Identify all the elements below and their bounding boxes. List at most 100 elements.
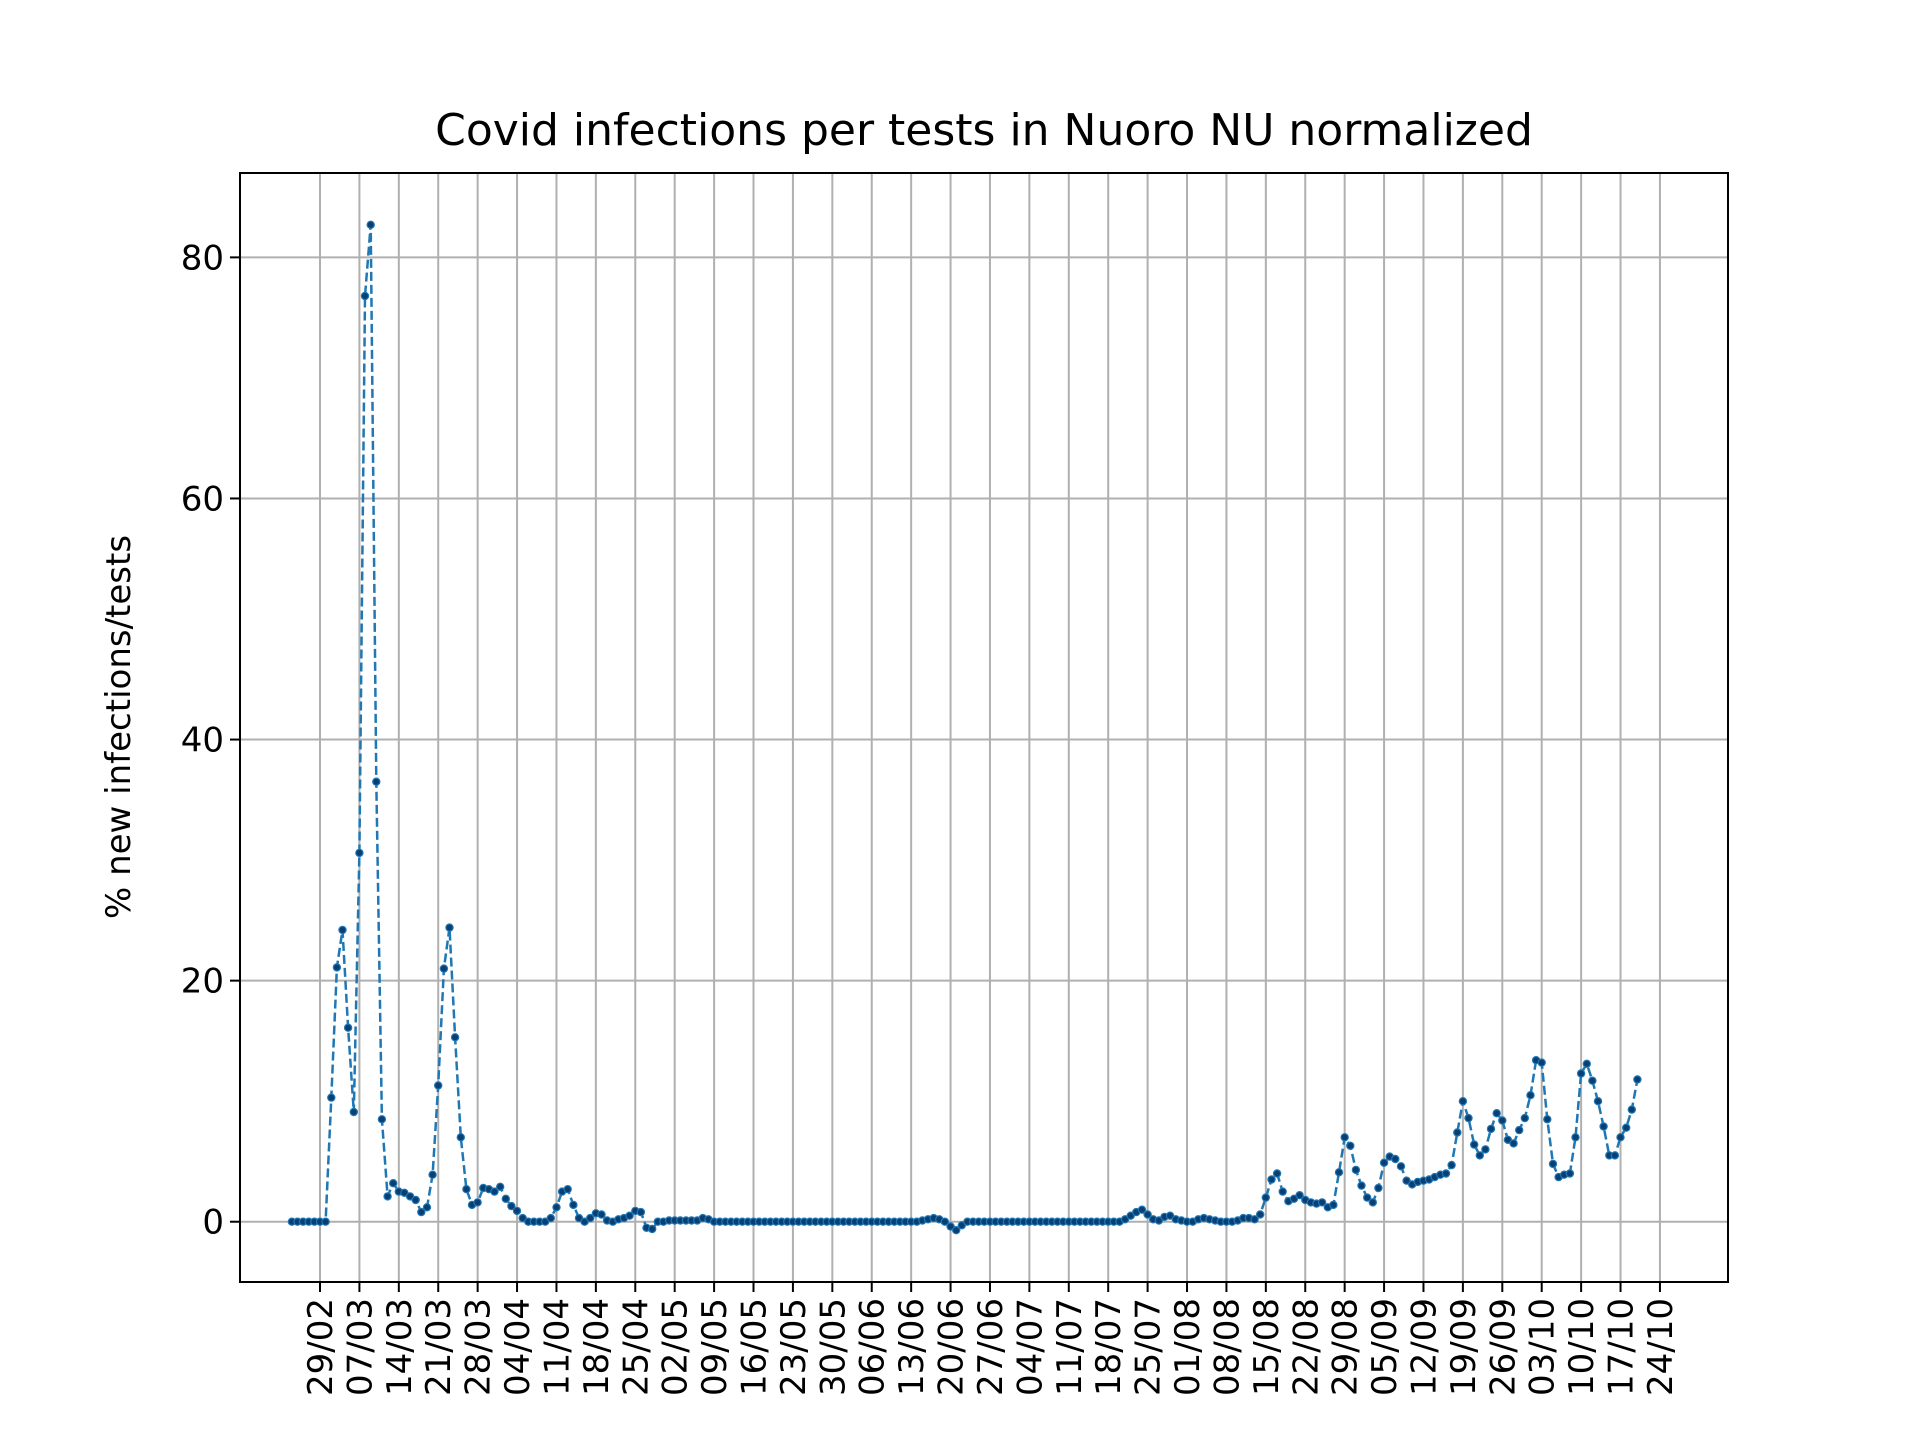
data-point	[1340, 1133, 1349, 1142]
data-point	[636, 1207, 646, 1217]
data-point	[512, 1206, 522, 1216]
x-tick-label: 20/06	[932, 1298, 972, 1396]
data-point	[1565, 1169, 1575, 1178]
data-point	[1526, 1090, 1535, 1100]
series-layer	[287, 220, 1642, 1235]
data-point	[507, 1201, 516, 1211]
data-point	[1514, 1125, 1524, 1135]
data-point	[428, 1170, 437, 1179]
data-point	[586, 1213, 595, 1223]
x-tick-label: 07/03	[340, 1298, 380, 1396]
x-tick-label: 27/06	[971, 1298, 1011, 1396]
y-tick-label: 20	[181, 962, 224, 1002]
data-point	[490, 1187, 499, 1196]
data-point	[1576, 1069, 1586, 1078]
data-point	[1329, 1200, 1338, 1210]
data-point	[1537, 1058, 1546, 1067]
x-tick-label: 06/06	[853, 1298, 893, 1396]
data-point	[546, 1213, 556, 1223]
data-point	[1346, 1141, 1355, 1151]
data-point	[1588, 1076, 1597, 1085]
data-point	[1143, 1210, 1152, 1219]
data-point	[552, 1203, 561, 1212]
x-tick-label: 17/10	[1602, 1298, 1642, 1396]
data-point	[1351, 1165, 1361, 1175]
data-point	[343, 1023, 353, 1032]
x-tick-label: 14/03	[380, 1298, 420, 1396]
data-point	[327, 1093, 336, 1102]
x-tick-label: 29/08	[1326, 1298, 1366, 1396]
data-point	[1498, 1116, 1507, 1125]
data-point	[1441, 1169, 1451, 1178]
data-point	[360, 291, 370, 301]
data-point	[445, 923, 454, 932]
data-point	[1362, 1193, 1372, 1202]
data-point	[1396, 1162, 1406, 1171]
data-point	[1599, 1122, 1608, 1131]
data-point	[1548, 1159, 1558, 1169]
x-tick-label: 28/03	[459, 1298, 499, 1396]
x-tick-label: 18/04	[577, 1298, 617, 1396]
data-point	[389, 1178, 398, 1188]
y-tick-label: 80	[181, 238, 224, 278]
y-tick-label: 40	[181, 721, 224, 761]
data-point	[355, 848, 364, 858]
data-point	[411, 1195, 420, 1205]
data-point	[1610, 1151, 1620, 1160]
data-point	[1391, 1154, 1400, 1164]
data-point	[1137, 1205, 1147, 1214]
data-point	[377, 1115, 387, 1124]
plot-frame	[239, 172, 1729, 1283]
chart-title: Covid infections per tests in Nuoro NU n…	[435, 105, 1533, 156]
data-point	[1379, 1158, 1389, 1167]
data-point	[422, 1203, 432, 1212]
data-point	[1543, 1115, 1552, 1124]
data-point	[563, 1184, 572, 1194]
data-point	[1486, 1124, 1496, 1134]
data-point	[1582, 1059, 1592, 1069]
data-point	[648, 1224, 657, 1234]
data-point	[946, 1222, 955, 1231]
y-axis-label: % new infections/tests	[99, 535, 139, 919]
data-point	[1295, 1190, 1304, 1200]
data-point	[450, 1033, 460, 1042]
data-point	[1250, 1215, 1259, 1224]
x-tick-label: 24/10	[1641, 1298, 1681, 1396]
data-point	[1278, 1187, 1287, 1196]
data-point	[372, 777, 381, 786]
data-point	[1357, 1181, 1366, 1190]
data-point	[417, 1207, 426, 1217]
x-tick-label: 25/07	[1129, 1298, 1169, 1396]
x-tick-label: 11/07	[1050, 1298, 1090, 1396]
data-point	[1593, 1096, 1603, 1106]
data-point	[1368, 1198, 1378, 1207]
data-point	[496, 1182, 505, 1192]
x-tick-label: 19/09	[1444, 1298, 1484, 1396]
x-tick-label: 05/09	[1365, 1298, 1405, 1396]
x-tick-label: 25/04	[616, 1298, 656, 1396]
x-tick-label: 26/09	[1483, 1298, 1523, 1396]
data-point	[1272, 1169, 1282, 1178]
data-point	[1261, 1193, 1271, 1202]
data-point	[1621, 1123, 1631, 1132]
x-tick-label: 10/10	[1562, 1298, 1602, 1396]
data-point	[597, 1210, 606, 1219]
data-point	[1402, 1176, 1411, 1185]
data-point	[439, 964, 449, 973]
data-point	[1255, 1210, 1265, 1219]
data-point	[1509, 1139, 1518, 1148]
data-point	[1458, 1096, 1468, 1106]
data-point	[1447, 1160, 1456, 1170]
x-tick-label: 08/08	[1207, 1298, 1247, 1396]
data-point	[321, 1217, 330, 1226]
data-point	[383, 1192, 392, 1201]
data-point	[1616, 1133, 1625, 1142]
data-point	[1453, 1128, 1462, 1137]
x-tick-label: 01/08	[1168, 1298, 1208, 1396]
x-tick-label: 12/09	[1404, 1298, 1444, 1396]
y-tick-label: 60	[181, 479, 224, 519]
data-point	[569, 1200, 578, 1210]
data-point	[434, 1081, 443, 1090]
data-point	[1317, 1198, 1327, 1207]
data-point	[456, 1133, 465, 1142]
